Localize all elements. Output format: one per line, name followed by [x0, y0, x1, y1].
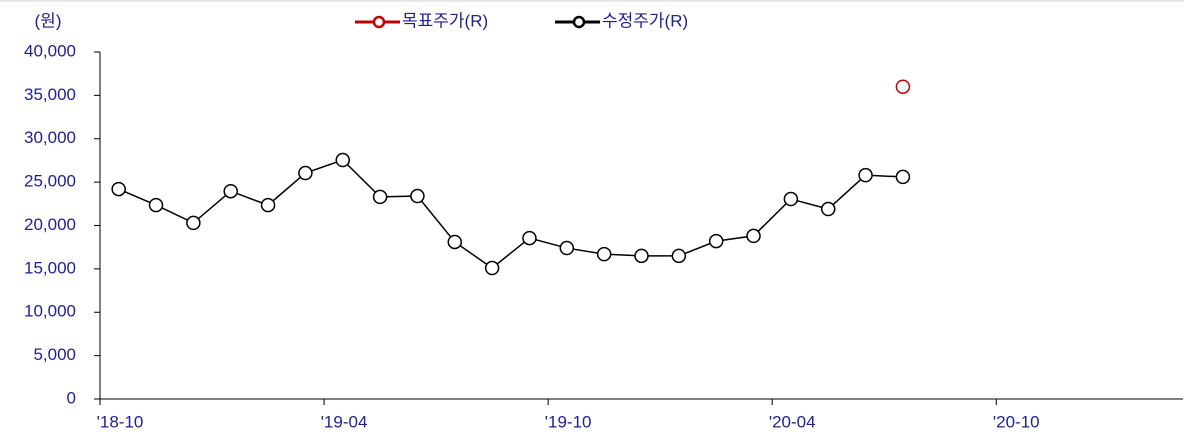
- series-marker: [671, 248, 687, 264]
- series-marker: [820, 201, 836, 217]
- series-marker: [596, 246, 612, 262]
- series-marker: [335, 152, 350, 168]
- series-marker: [298, 165, 313, 181]
- series-marker: [148, 197, 164, 213]
- y-tick-label: 25,000: [24, 172, 76, 191]
- series-marker: [372, 189, 388, 205]
- x-tick-label: '18-10: [97, 412, 144, 431]
- y-tick-label: 20,000: [24, 215, 76, 234]
- y-unit: (원): [35, 11, 62, 30]
- series-marker: [746, 228, 761, 244]
- legend-label: 목표주가(R): [402, 11, 488, 30]
- y-tick-label: 30,000: [24, 128, 76, 147]
- series-marker: [708, 233, 724, 249]
- x-tick-label: '20-10: [993, 412, 1040, 431]
- series-marker: [447, 234, 463, 250]
- y-tick-label: 5,000: [33, 345, 76, 364]
- series-marker: [895, 169, 911, 185]
- series-marker: [111, 181, 126, 197]
- x-tick-label: '20-04: [769, 412, 816, 431]
- legend-marker: [572, 15, 586, 29]
- legend-label: 수정주가(R): [602, 11, 688, 30]
- legend-marker: [372, 15, 386, 29]
- y-tick-label: 10,000: [24, 302, 76, 321]
- series-marker: [783, 191, 799, 207]
- series-line: [118, 159, 903, 269]
- series-marker: [484, 260, 500, 276]
- y-tick-label: 15,000: [24, 258, 76, 277]
- y-tick-label: 35,000: [24, 85, 76, 104]
- series-marker: [522, 230, 537, 246]
- series-marker: [410, 188, 425, 204]
- x-tick-label: '19-10: [545, 412, 592, 431]
- series-marker: [634, 248, 649, 264]
- series-marker: [895, 79, 911, 94]
- x-tick-label: '19-04: [321, 412, 368, 431]
- series-marker: [223, 183, 238, 199]
- y-tick-label: 0: [67, 388, 76, 407]
- y-tick-label: 40,000: [24, 41, 76, 60]
- series-marker: [858, 167, 873, 183]
- series-marker: [559, 240, 575, 256]
- series-marker: [186, 215, 201, 231]
- series-marker: [260, 197, 276, 213]
